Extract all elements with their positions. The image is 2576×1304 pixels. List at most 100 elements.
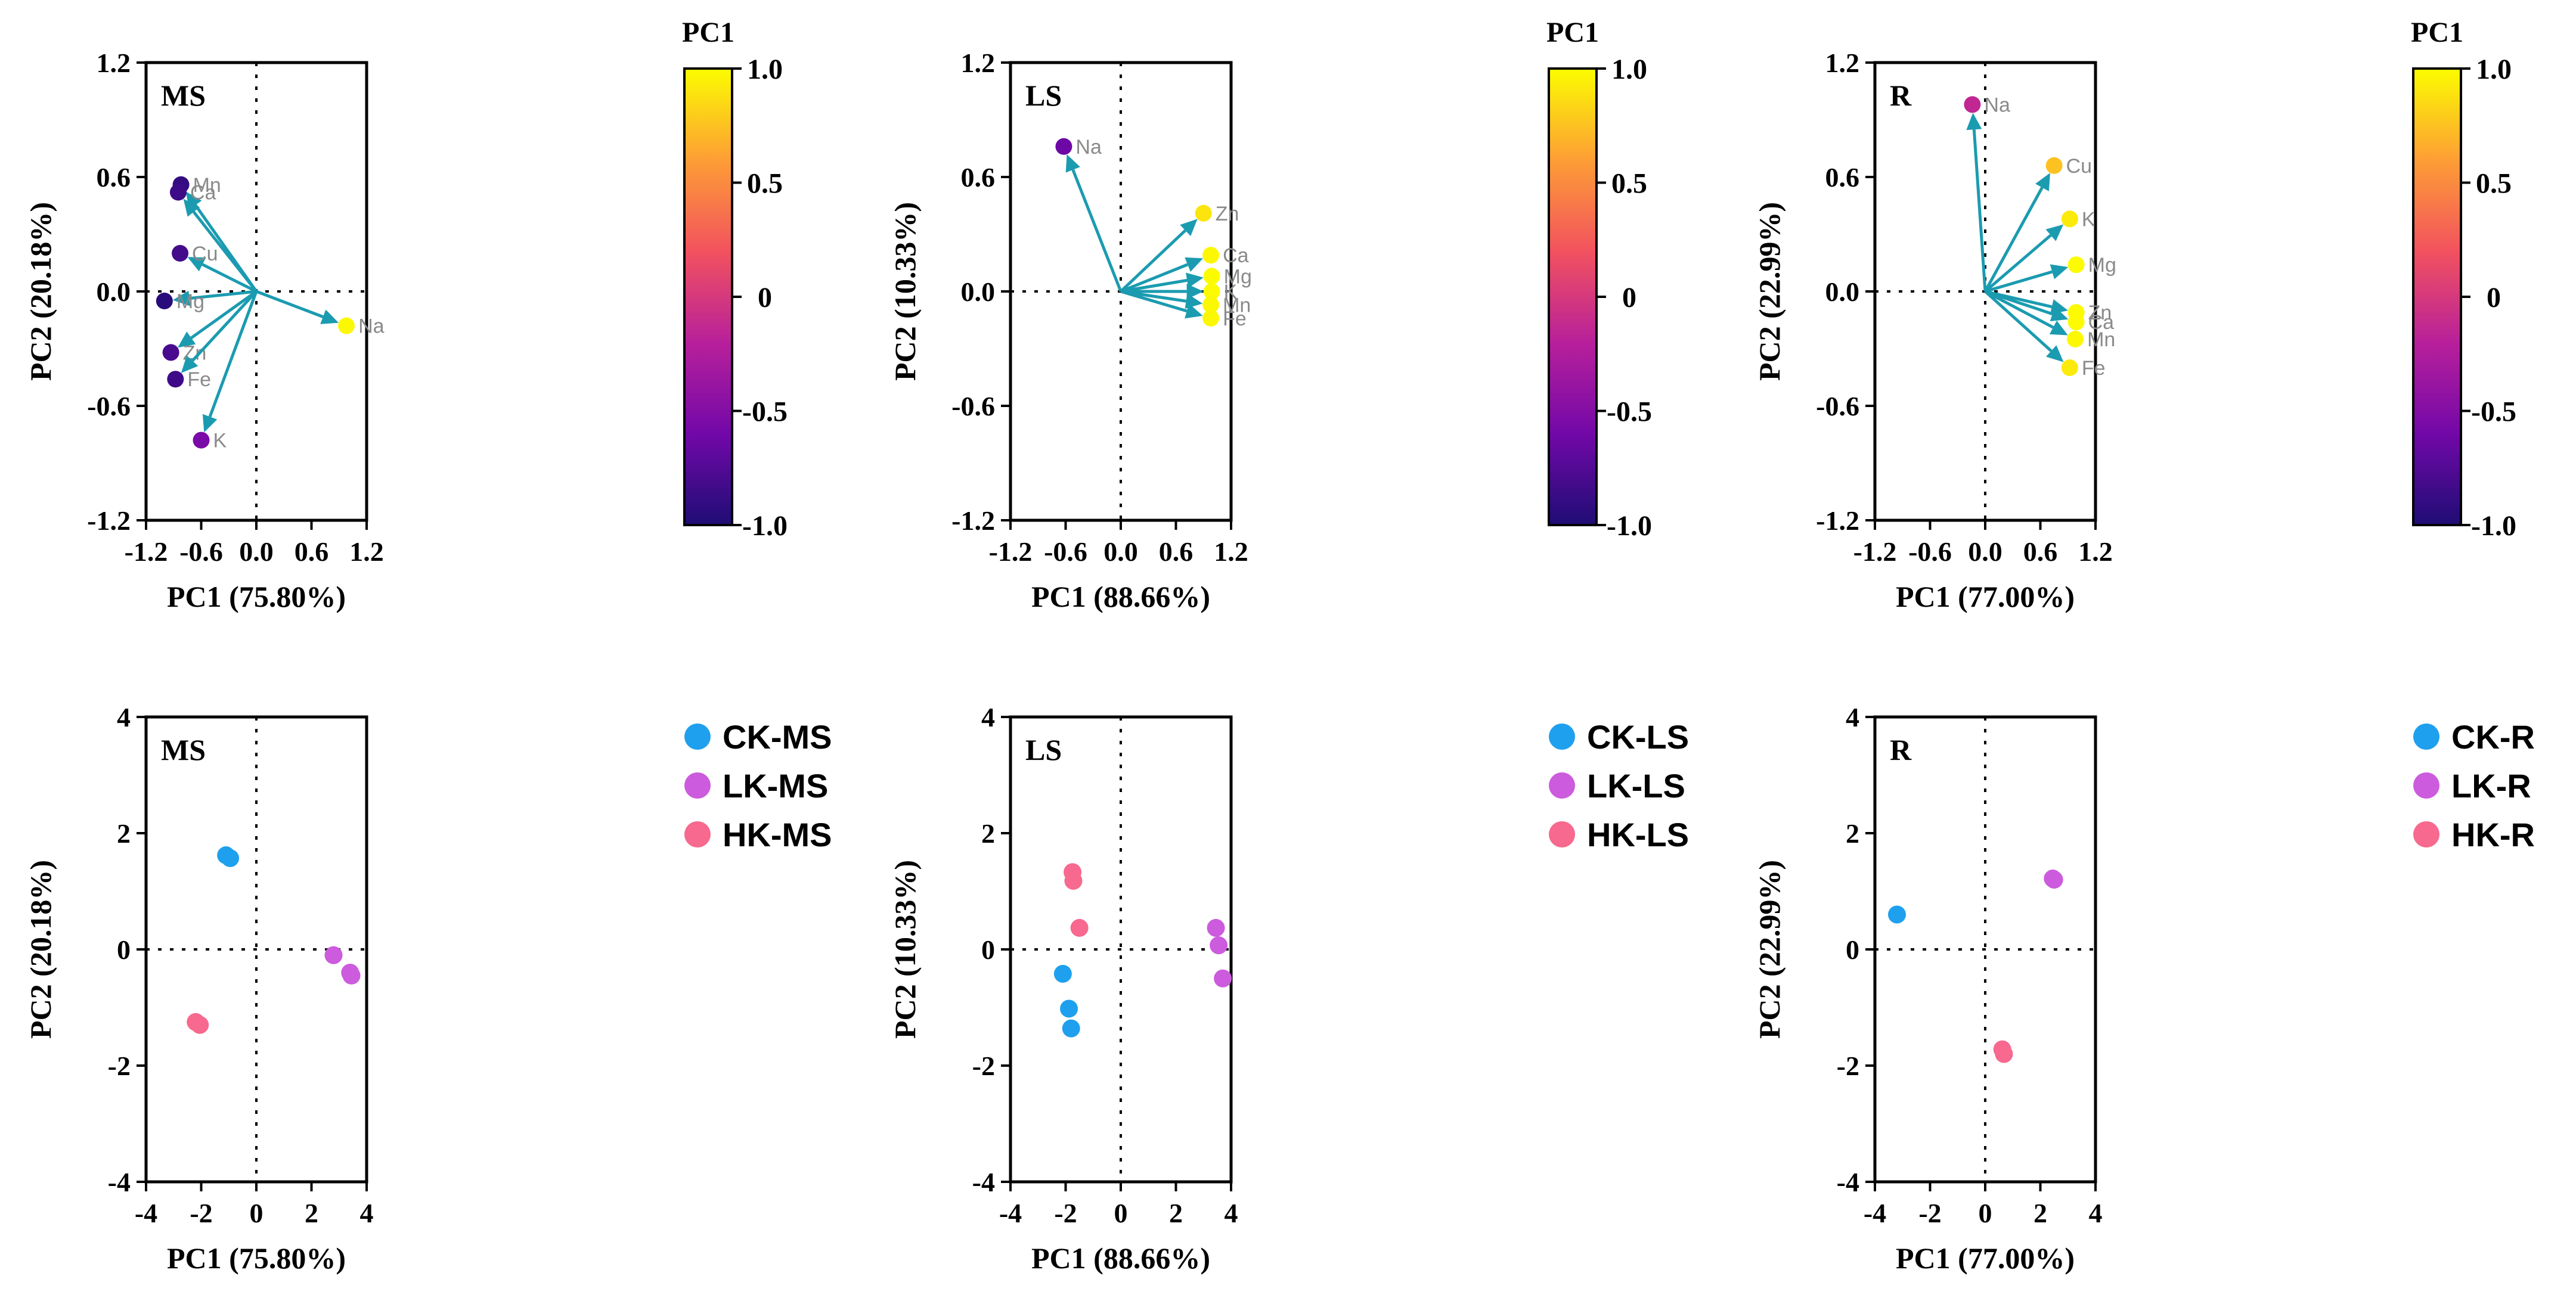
loading-mg-point [2067, 256, 2085, 274]
score-plot-ms: -4 -2 0 2 4 4 2 0 -2 -4 PC1 (75.80%) PC2 (20.18%) MS… [24, 702, 832, 1275]
loading-na-arrowhead [1065, 154, 1080, 173]
panel-label: R [1890, 733, 1912, 766]
loading-k-point [2061, 210, 2078, 228]
legend-marker-hk-ls [1549, 821, 1575, 847]
loading-mn-label: Mn [193, 174, 221, 197]
colorbar-tick-label: 0.5 [747, 168, 783, 200]
loading-k-point [1203, 283, 1220, 300]
loading-zn-arrow [190, 290, 258, 340]
colorbar-title: PC1 [2411, 17, 2463, 48]
loading-mn-label: Mn [1223, 294, 1251, 316]
loading-zn-label: Zn [1216, 203, 1239, 225]
y-tick-label: 1.2 [961, 48, 996, 78]
loading-cu-point [2045, 157, 2063, 174]
loading-plot-ls: -1.2 -0.6 0.0 0.6 1.2 1.2 0.6 0.0 -0.6 -1.2 PC1 (8… [888, 17, 1652, 613]
loading-ca-arrow [1120, 263, 1189, 293]
colorbar-title: PC1 [1546, 17, 1599, 48]
x-tick-label: -4 [1864, 1198, 1886, 1228]
loading-mg-label: Mg [1224, 265, 1252, 288]
x-tick-label: 1.2 [349, 536, 384, 567]
loading-ca-label: Ca [1223, 244, 1249, 267]
loading-fe-label: Fe [187, 368, 211, 391]
y-tick-label: 0 [117, 934, 131, 965]
loading-fe-label: Fe [1223, 308, 1247, 330]
legend-marker-lk-ms [684, 772, 711, 799]
loading-na-arrow [1972, 129, 1987, 292]
x-tick-label: 4 [360, 1198, 374, 1228]
x-tick-label: 0.6 [2023, 536, 2058, 567]
loading-k-point [193, 431, 210, 449]
loading-ca-arrowhead [183, 198, 200, 217]
x-axis-title: PC1 (88.66%) [1031, 1241, 1210, 1275]
colorbar-tick-label: 0 [758, 282, 772, 313]
x-tick-label: 0 [1114, 1198, 1128, 1228]
legend-label-lk-r: LK-R [2451, 767, 2531, 805]
loading-zn-arrowhead [1180, 219, 1198, 237]
x-tick-label: -1.2 [125, 536, 168, 567]
legend-label-hk-r: HK-R [2451, 816, 2535, 853]
x-tick-label: -0.6 [1908, 536, 1952, 567]
loading-na-arrow [1071, 169, 1123, 292]
legend-label-lk-ls: LK-LS [1587, 767, 1685, 805]
panel-label: MS [161, 79, 206, 112]
legend-label-ck-ls: CK-LS [1587, 718, 1689, 756]
y-tick-label: -0.6 [951, 391, 995, 421]
colorbar-tick-label: 0 [1622, 282, 1636, 313]
colorbar-rect [683, 67, 733, 526]
loading-na-point [338, 317, 355, 334]
y-tick-label: 2 [981, 818, 995, 849]
x-tick-label: 4 [2089, 1198, 2103, 1228]
legend-label-ck-r: CK-R [2451, 718, 2535, 756]
y-tick-label: -2 [108, 1051, 131, 1081]
loading-ca-arrow [192, 211, 258, 293]
y-tick-label: 0.0 [1825, 277, 1860, 307]
y-tick-label: 0.0 [961, 277, 996, 307]
colorbar-tick-label: 1.0 [747, 54, 783, 85]
loading-fe-arrow [1984, 290, 2053, 352]
y-tick-label: 2 [117, 818, 131, 849]
score-plot-r: -4 -2 0 2 4 4 2 0 -2 -4 PC1 (77.00%) PC2 (22.99%) R C… [1753, 702, 2535, 1275]
x-tick-label: -4 [999, 1198, 1022, 1228]
loading-plot-r: -1.2 -0.6 0.0 0.6 1.2 1.2 0.6 0.0 -0.6 -1.2 PC1 (7… [1753, 17, 2516, 613]
score-point-lk-ls [1214, 969, 1232, 988]
loading-cu-arrowhead [187, 257, 206, 272]
loading-cu-point [172, 245, 189, 262]
y-tick-label: -2 [1837, 1051, 1859, 1081]
loading-mg-arrow [1120, 278, 1188, 293]
colorbar-tick-label: -0.5 [2471, 396, 2516, 428]
loading-cu-arrow [202, 263, 258, 293]
y-tick-label: 0.6 [961, 162, 996, 193]
colorbar-title: PC1 [682, 17, 734, 48]
loading-k-arrow [1984, 234, 2052, 293]
colorbar-r: PC1 1.0 0.5 0 -0.5 -1.0 [2411, 17, 2516, 542]
panel-label: MS [161, 733, 206, 766]
loading-k-arrow [208, 291, 258, 418]
x-tick-label: 0.0 [1103, 536, 1138, 567]
score-point-ck-ls [1062, 1019, 1080, 1038]
x-tick-label: 2 [2033, 1198, 2047, 1228]
loading-ca-label: Ca [190, 182, 216, 204]
loading-na-point [1055, 138, 1072, 155]
y-tick-label: 1.2 [97, 48, 131, 78]
colorbar-tick-label: 0 [2487, 282, 2501, 313]
loading-na-arrowhead [320, 309, 339, 324]
colorbar-tick-label: -1.0 [1607, 510, 1652, 542]
loading-zn-point [162, 344, 179, 361]
loading-mn-arrow [1984, 290, 2054, 329]
x-tick-label: -1.2 [1853, 536, 1897, 567]
y-axis-title: PC2 (10.33%) [888, 860, 922, 1039]
x-tick-label: 2 [1169, 1198, 1183, 1228]
x-tick-label: 1.2 [1214, 536, 1248, 567]
y-tick-label: -0.6 [87, 391, 131, 421]
score-point-lk-r [2045, 871, 2063, 889]
score-point-lk-ls [1210, 936, 1228, 955]
legend-marker-hk-ms [684, 821, 711, 847]
x-tick-label: -1.2 [989, 536, 1033, 567]
loading-fe-arrow [191, 290, 258, 362]
x-tick-label: -2 [1918, 1198, 1941, 1228]
loading-cu-label: Cu [2066, 155, 2092, 178]
score-point-lk-ms [324, 946, 343, 964]
score-point-hk-ls [1064, 871, 1083, 890]
y-axis-title: PC2 (10.33%) [888, 202, 922, 381]
loading-na-label: Na [1075, 136, 1102, 159]
